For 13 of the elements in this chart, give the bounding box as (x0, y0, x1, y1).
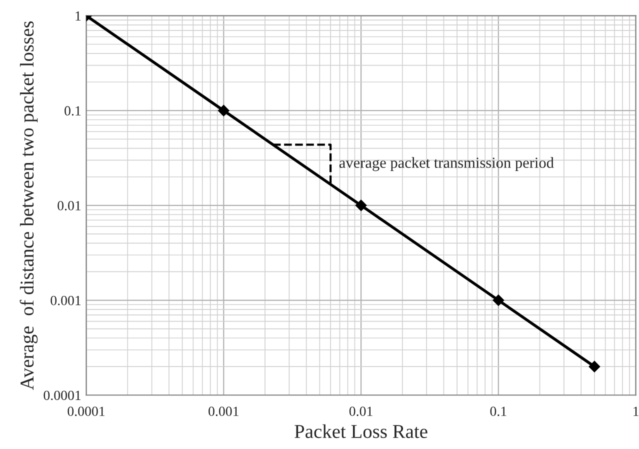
x-tick-label: 1 (634, 406, 638, 416)
y-tick-label: 0.001 (50, 296, 81, 306)
y-tick-label: 0.1 (64, 106, 81, 116)
y-tick-label: 0.01 (58, 201, 81, 210)
x-tick-label: 0.0001 (68, 406, 105, 416)
x-axis-title: Packet Loss Rate (294, 424, 428, 438)
y-tick-label: 0.0001 (44, 390, 81, 400)
y-axis-title: Average of distance between two packet losses (20, 21, 38, 390)
annotation: average packet transmission period (339, 157, 554, 172)
x-tick-label: 0.01 (349, 406, 372, 416)
x-tick-label: 0.1 (490, 406, 506, 416)
x-tick-label: 0.001 (208, 406, 238, 416)
y-tick-label: 1 (76, 11, 81, 21)
